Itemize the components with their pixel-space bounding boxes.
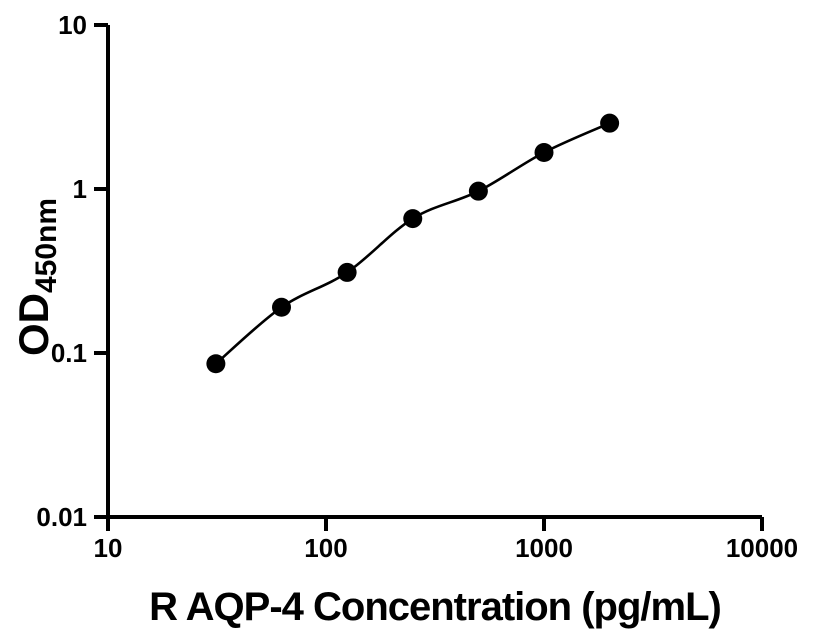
y-tick-label: 0.01 [36,502,87,532]
y-tick-label: 10 [58,10,87,40]
y-tick-label: 0.1 [51,338,87,368]
data-point [534,142,554,162]
series-layer [206,113,620,374]
axis-frame [106,25,762,519]
x-tick-label: 1000 [515,533,573,563]
y-tick-label: 1 [73,174,87,204]
x-axis-ticks: 10 100 1000 10000 [94,517,798,563]
y-axis-title-subscript: 450nm [30,198,63,293]
x-tick-label: 10 [94,533,123,563]
data-point [403,209,423,229]
x-axis-title: R AQP-4 Concentration (pg/mL) [149,585,721,629]
y-axis-ticks: 10 1 0.1 0.01 [36,10,108,532]
x-tick-label: 100 [304,533,347,563]
data-point [600,113,620,133]
data-point [468,181,488,201]
data-point [272,297,292,317]
y-axis-title: OD450nm [10,198,63,356]
x-tick-label: 10000 [726,533,798,563]
data-point [206,354,226,374]
data-point [337,262,357,282]
y-axis-title-main: OD [10,293,57,356]
